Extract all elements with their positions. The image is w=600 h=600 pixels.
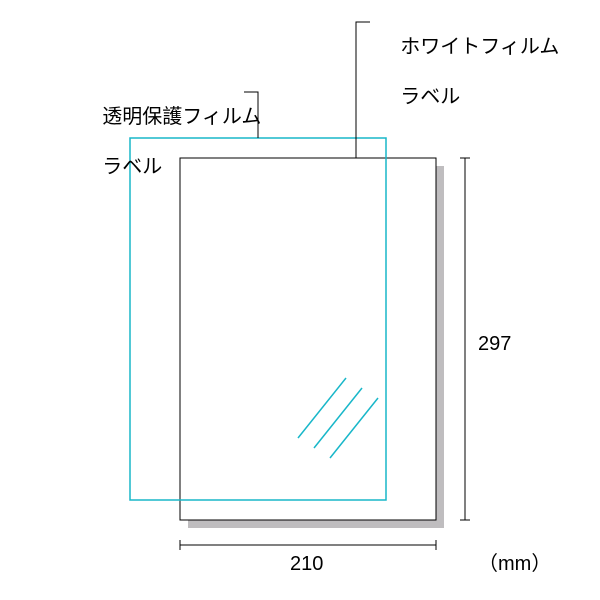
- label-clear-film: 透明保護フィルム ラベル: [80, 80, 261, 205]
- diagram-stage: ホワイトフィルム ラベル 透明保護フィルム ラベル 210 297 （mm）: [0, 0, 600, 600]
- dimension-width-value: 210: [290, 552, 323, 577]
- label-clear-film-line1: 透明保護フィルム: [102, 106, 261, 128]
- dimension-height-value: 297: [478, 332, 511, 357]
- label-white-film-line2: ラベル: [400, 86, 460, 108]
- label-white-film: ホワイトフィルム ラベル: [378, 10, 559, 135]
- label-white-film-line1: ホワイトフィルム: [400, 36, 559, 58]
- white-sheet: [180, 158, 436, 520]
- label-clear-film-line2: ラベル: [102, 156, 162, 178]
- dimension-unit: （mm）: [478, 552, 551, 577]
